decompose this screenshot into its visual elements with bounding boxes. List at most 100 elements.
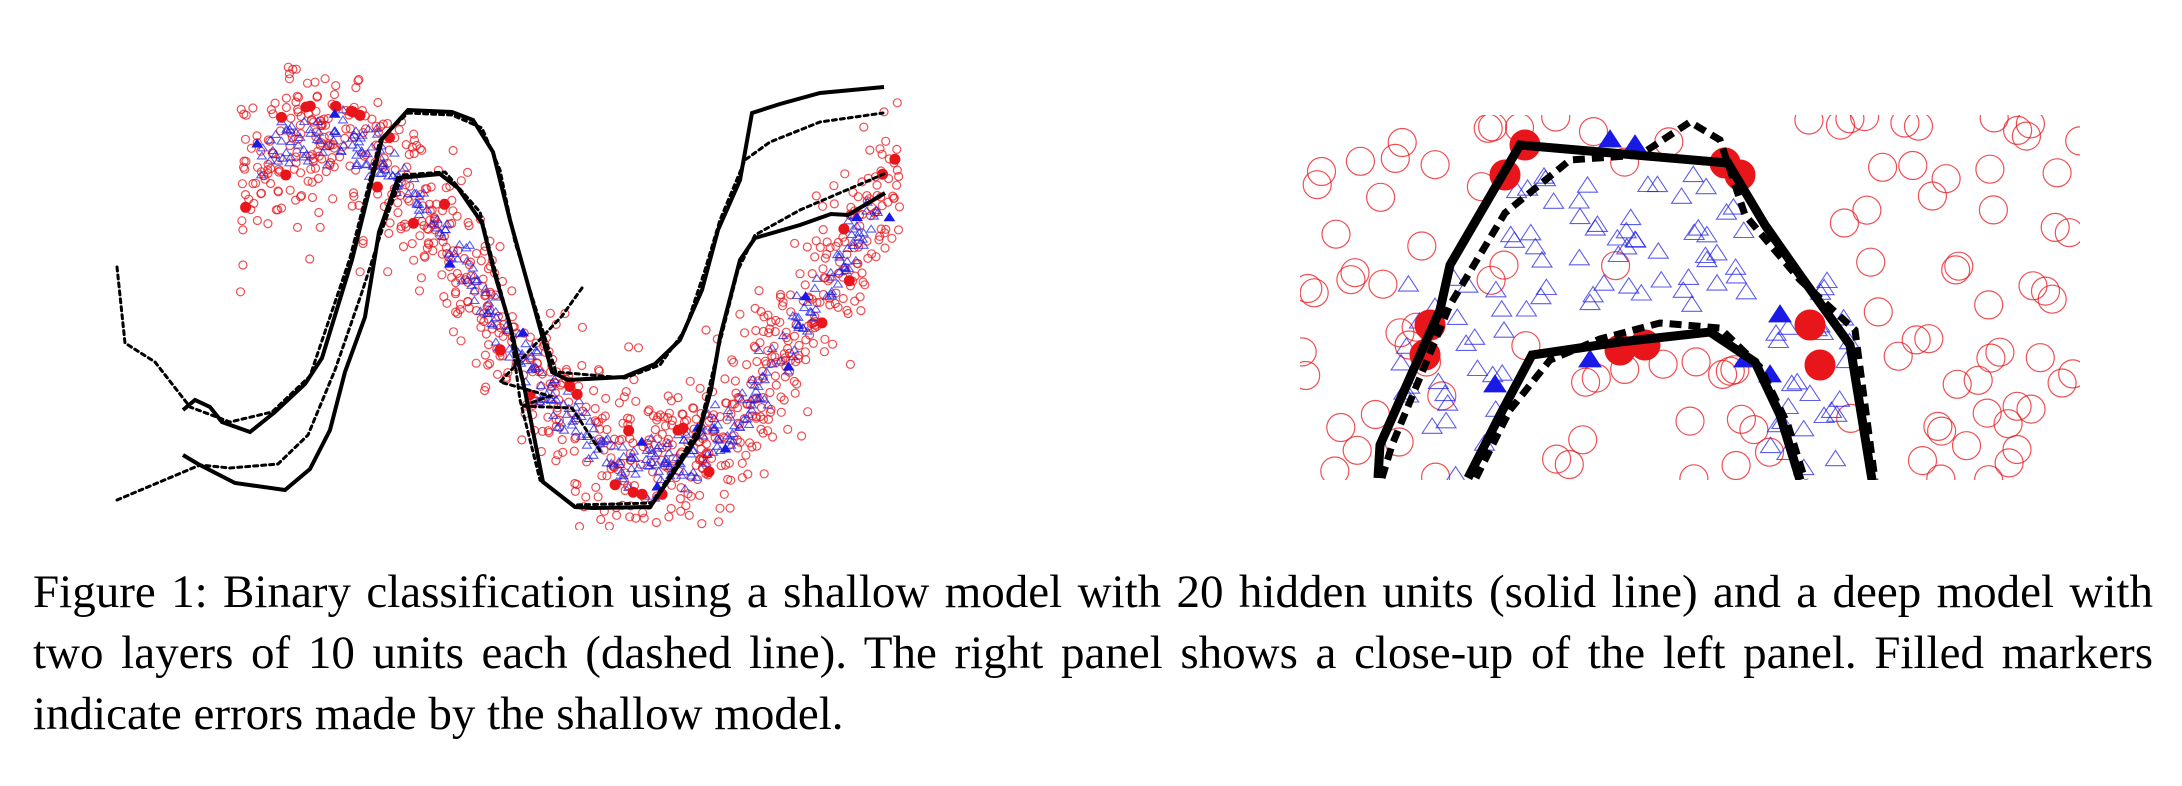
triangle-marker — [711, 433, 723, 443]
circle-marker — [633, 343, 644, 353]
triangle-marker — [870, 205, 883, 214]
circle-marker — [1578, 117, 1609, 147]
circle-marker — [817, 201, 828, 211]
circle-marker — [750, 303, 760, 313]
circle-marker — [292, 222, 303, 232]
error-circle-marker — [371, 181, 383, 193]
circle-marker — [810, 323, 820, 333]
circle-marker — [676, 506, 686, 516]
circle-marker — [631, 396, 641, 406]
triangle-marker — [709, 422, 721, 432]
circle-marker — [618, 418, 628, 428]
shallow-boundary-outer — [181, 85, 885, 435]
circle-marker — [414, 286, 425, 296]
circle-marker — [721, 398, 731, 408]
right-plot-closeup — [1300, 115, 2080, 480]
circle-marker — [840, 237, 850, 247]
circle-marker — [335, 152, 345, 162]
triangle-marker — [1786, 372, 1809, 390]
circle-marker — [1648, 349, 1678, 379]
triangle-marker — [413, 209, 425, 218]
circle-marker — [296, 191, 307, 201]
circle-marker — [1681, 347, 1711, 377]
circle-marker — [545, 308, 555, 318]
triangle-marker — [805, 307, 817, 316]
triangle-marker — [534, 396, 546, 405]
triangle-marker — [1792, 419, 1815, 437]
circle-marker — [281, 102, 291, 113]
triangle-marker — [1764, 323, 1788, 341]
circle-marker — [2054, 218, 2080, 248]
triangle-marker — [753, 345, 765, 355]
circle-marker — [829, 199, 839, 209]
triangle-marker — [613, 456, 625, 466]
triangle-marker — [628, 446, 640, 455]
circle-marker — [792, 379, 802, 389]
triangle-marker — [350, 126, 362, 135]
triangle-marker — [277, 153, 289, 162]
triangle-marker — [832, 279, 844, 288]
circle-marker — [451, 287, 461, 297]
circle-marker — [569, 446, 579, 456]
circle-marker — [2016, 394, 2046, 424]
circle-marker — [801, 335, 811, 345]
error-triangle-marker — [1623, 134, 1647, 153]
triangle-marker — [1624, 230, 1647, 248]
triangle-marker — [1455, 334, 1478, 351]
triangle-marker — [725, 440, 737, 449]
circle-marker — [412, 140, 422, 151]
triangle-marker — [747, 374, 759, 384]
triangle-marker — [490, 306, 502, 316]
triangle-marker — [752, 381, 764, 391]
triangle-marker — [581, 440, 593, 449]
triangle-marker — [535, 367, 548, 377]
circle-marker — [2002, 434, 2032, 465]
circle-marker — [409, 129, 419, 139]
circle-marker — [453, 309, 463, 319]
triangle-marker — [735, 394, 748, 404]
circle-marker — [728, 357, 739, 367]
circle-marker — [404, 149, 414, 160]
circle-marker — [456, 336, 466, 346]
triangle-marker — [1491, 363, 1514, 381]
triangle-marker — [466, 280, 478, 289]
error-circle-marker — [564, 381, 576, 392]
circle-marker — [329, 162, 339, 172]
triangle-marker — [580, 407, 592, 416]
circle-marker — [871, 252, 881, 262]
triangle-marker — [746, 405, 758, 414]
triangle-marker — [479, 284, 491, 293]
circle-marker — [1931, 164, 1961, 194]
triangle-marker — [1542, 191, 1565, 209]
circle-marker — [872, 180, 882, 190]
triangle-marker — [712, 419, 724, 429]
triangle-marker — [298, 116, 310, 126]
circle-marker — [602, 424, 612, 435]
triangle-marker — [801, 297, 813, 306]
triangle-marker — [711, 441, 723, 450]
circle-marker — [545, 379, 555, 389]
circle-marker — [361, 150, 371, 160]
triangle-marker — [746, 399, 758, 409]
circle-marker — [329, 89, 340, 100]
triangle-marker — [1672, 280, 1695, 298]
circle-marker — [1974, 465, 2004, 480]
triangle-marker — [1492, 320, 1516, 338]
circle-marker — [879, 107, 889, 117]
circle-marker — [791, 357, 801, 367]
circle-marker — [664, 512, 674, 522]
circle-marker — [1542, 444, 1572, 474]
triangle-marker — [1687, 218, 1710, 236]
triangle-marker — [736, 388, 748, 397]
circle-marker — [320, 74, 330, 84]
circle-marker — [256, 167, 266, 177]
circle-marker — [752, 356, 762, 367]
circle-marker — [685, 376, 695, 386]
circle-marker — [681, 501, 691, 511]
shallow-boundary-inner — [181, 171, 887, 511]
circle-marker — [678, 409, 688, 419]
triangle-marker — [847, 237, 859, 246]
triangle-marker — [487, 320, 499, 329]
triangle-marker — [313, 127, 325, 136]
circle-marker — [855, 292, 865, 302]
